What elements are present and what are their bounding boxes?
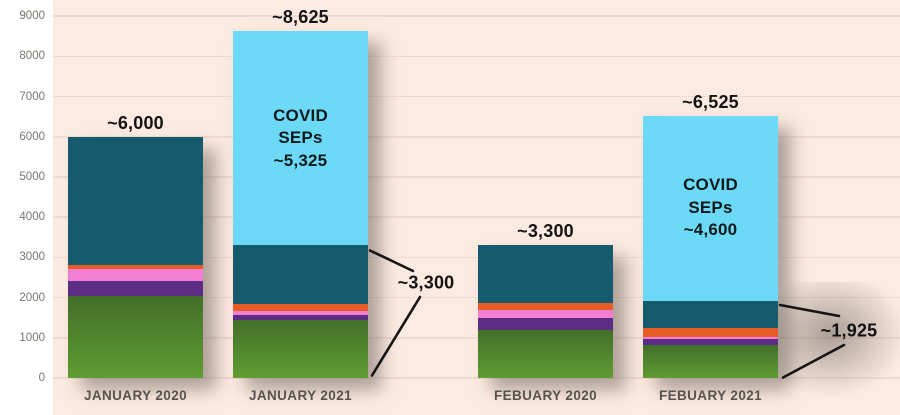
gridline [53,256,900,259]
covid-seps-segment [233,31,368,246]
pink-segment [643,336,778,339]
gridline [53,296,900,299]
teal-segment [478,245,613,303]
covid-seps-label-line: ~4,600 [683,220,738,240]
covid-seps-label-line: SEPs [688,197,733,217]
purple-segment [478,317,613,330]
green-base-segment [643,344,778,378]
teal-segment [233,245,368,304]
covid-seps-label-line: ~5,325 [273,150,328,170]
bar-january-2021 [233,31,368,378]
annotation-pointer-line [368,249,415,273]
covid-seps-label: COVID SEPs ~5,325 [233,31,368,245]
y-tick-label: 1000 [19,331,45,344]
bar-febuary-2021 [643,115,778,378]
gridline [53,377,900,379]
bar-total-label: ~3,300 [517,221,574,242]
x-axis-label-january-2021: JANUARY 2021 [248,388,353,403]
gridline [53,176,900,178]
y-tick-label: 6000 [19,130,45,143]
orange-segment [643,327,778,337]
orange-segment [68,265,203,270]
pink-segment [478,309,613,318]
gridline [53,15,900,17]
bar-total-label: ~6,525 [682,91,739,112]
y-tick-label: 8000 [19,50,45,63]
x-axis-label-january-2020: JANUARY 2020 [83,388,188,403]
subtotal-annotation: ~3,300 [397,272,455,293]
green-base-segment [233,319,368,378]
gridline [53,55,900,58]
gridline [53,95,900,98]
purple-segment [68,281,203,296]
x-axis-label-febuary-2020: FEBUARY 2020 [493,388,598,403]
covid-seps-label-line: COVID [683,175,738,195]
teal-segment [643,300,778,328]
subtotal-annotation: ~1,925 [820,320,878,341]
gridline [53,136,900,138]
bar-january-2020 [68,136,203,378]
y-tick-label: 2000 [19,291,45,304]
y-tick-label: 0 [38,372,45,384]
covid-seps-label-line: COVID [273,105,328,125]
pink-segment [68,269,203,282]
pink-segment [233,310,368,315]
purple-segment [233,314,368,320]
green-base-segment [68,295,203,378]
covid-seps-label-line: SEPs [278,128,323,148]
purple-segment [643,338,778,345]
y-axis-margin [0,0,53,415]
covid-seps-segment [643,115,778,301]
teal-segment [68,136,203,266]
green-base-segment [478,329,613,378]
y-tick-label: 3000 [19,251,45,264]
bar-total-label: ~6,000 [107,112,164,133]
x-axis-label-febuary-2021: FEBUARY 2021 [658,388,763,403]
covid-seps-label: COVID SEPs ~4,600 [643,116,778,301]
gridline [53,216,900,218]
gridline [53,337,900,339]
orange-segment [478,302,613,310]
orange-segment [233,303,368,311]
y-tick-label: 5000 [19,171,45,183]
bar-total-label: ~8,625 [272,7,329,28]
y-tick-label: 4000 [19,211,45,224]
y-tick-label: 7000 [19,90,45,103]
y-tick-label: 9000 [19,10,45,23]
bar-febuary-2020 [478,245,613,378]
